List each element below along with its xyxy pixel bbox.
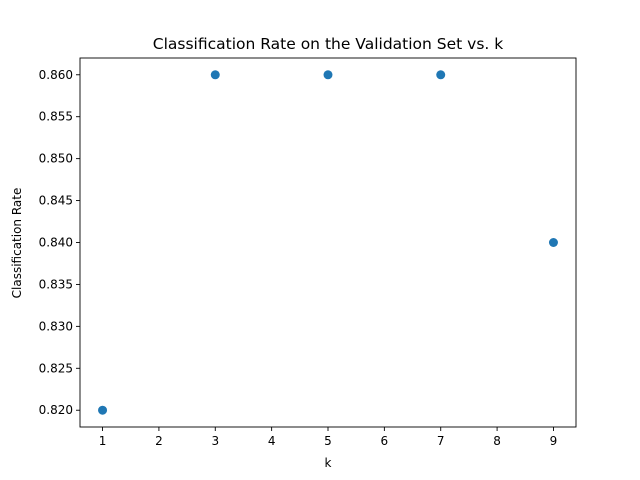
data-point — [210, 70, 220, 80]
data-point — [548, 238, 558, 247]
y-tick-label: 0.835 — [39, 277, 73, 291]
x-tick-label: 3 — [211, 434, 219, 448]
data-points — [98, 70, 558, 415]
x-tick-label: 8 — [493, 434, 501, 448]
x-axis-label: k — [325, 456, 332, 470]
y-tick-label: 0.820 — [39, 403, 73, 417]
y-tick-label: 0.850 — [39, 152, 73, 166]
plot-frame — [79, 57, 577, 428]
x-tick-label: 1 — [99, 434, 107, 448]
y-tick-label: 0.825 — [39, 361, 73, 375]
y-tick-label: 0.840 — [39, 236, 73, 250]
x-tick-label: 9 — [550, 434, 558, 448]
data-point — [436, 70, 446, 80]
y-axis-label: Classification Rate — [10, 188, 24, 299]
x-tick-label: 5 — [324, 434, 332, 448]
x-tick-label: 6 — [381, 434, 389, 448]
data-point — [323, 70, 333, 80]
x-tick-label: 7 — [437, 434, 445, 448]
y-tick-label: 0.860 — [39, 68, 73, 82]
y-axis: 0.820 0.825 0.830 0.835 0.840 0.845 0.850 0.855… — [39, 68, 80, 417]
chart-title: Classification Rate on the Validation Se… — [153, 35, 503, 53]
x-axis: 1 2 3 4 5 6 7 8 9 — [99, 427, 558, 448]
plot-area — [79, 57, 577, 428]
data-point — [98, 405, 108, 415]
y-tick-label: 0.845 — [39, 194, 73, 208]
x-tick-label: 4 — [268, 434, 276, 448]
y-tick-label: 0.830 — [39, 319, 73, 333]
y-tick-label: 0.855 — [39, 110, 73, 124]
x-tick-label: 2 — [155, 434, 163, 448]
